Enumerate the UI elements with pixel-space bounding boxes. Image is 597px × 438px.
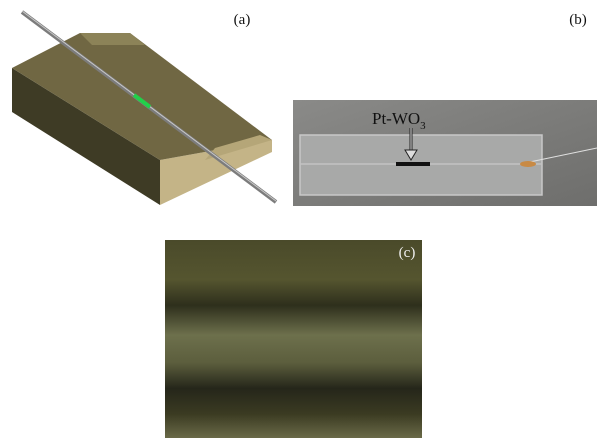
panel-label: (c) [399, 245, 416, 261]
panel-label: (a) [234, 12, 251, 28]
annotation-text: Pt-WO [372, 109, 420, 128]
micrograph [165, 240, 422, 438]
panel-c: (c) [165, 240, 422, 438]
panel-b: Pt-WO3 (b) [293, 12, 597, 206]
panel-a: (a) [12, 11, 276, 205]
epoxy [520, 161, 536, 167]
annotation-subscript: 3 [420, 120, 426, 132]
pt-wo3-film [396, 162, 430, 166]
panel-label: (b) [569, 12, 587, 28]
figure: (a) Pt-WO3 (b) (c) [0, 0, 597, 438]
